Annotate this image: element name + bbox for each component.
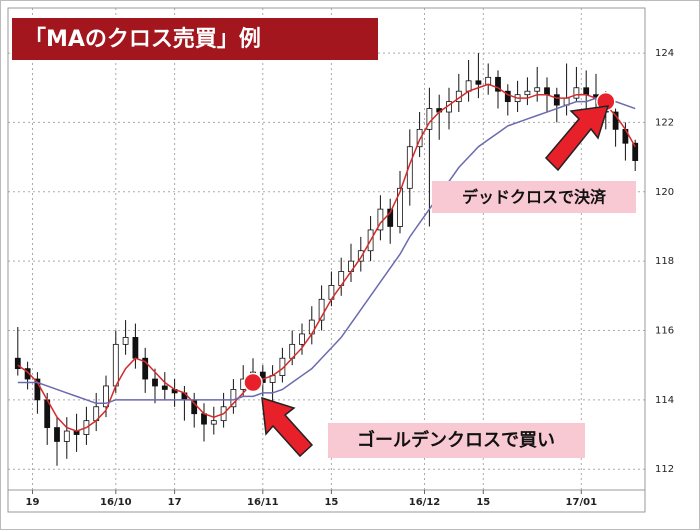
candle-body — [632, 142, 639, 161]
candle-body — [112, 343, 119, 387]
y-tick-label: 114 — [655, 395, 674, 406]
candle-body — [553, 94, 560, 106]
candle-body — [387, 208, 394, 227]
candle-body — [397, 187, 403, 227]
candle-body — [357, 250, 364, 262]
cross-marker — [243, 372, 263, 393]
ma-line — [17, 97, 636, 405]
candle-body — [152, 378, 158, 387]
candle-body — [524, 90, 531, 96]
candle-body — [14, 357, 21, 370]
candle-body — [299, 333, 305, 345]
y-tick-label: 122 — [655, 117, 674, 128]
arrow — [544, 105, 610, 172]
candle-body — [573, 87, 580, 99]
candle-body — [475, 80, 482, 85]
candle-body — [544, 87, 550, 96]
ma-line — [17, 83, 636, 432]
candle-body — [485, 76, 492, 85]
x-tick-label: 16/12 — [409, 497, 441, 508]
candle-body — [612, 111, 619, 130]
y-tick-label: 118 — [655, 256, 674, 267]
y-tick-label: 116 — [655, 325, 674, 336]
x-tick-label: 15 — [476, 497, 490, 508]
candle-body — [495, 76, 501, 92]
candle-body — [406, 146, 413, 189]
candle-body — [54, 427, 60, 442]
candle-body — [416, 128, 423, 148]
candle-body — [132, 337, 139, 359]
x-axis-strip — [7, 489, 646, 513]
annotation: ゴールデンクロスで買い — [357, 429, 555, 451]
annotation: デッドクロスで決済 — [462, 188, 607, 207]
y-tick-label: 120 — [655, 187, 674, 198]
candle-body — [465, 80, 472, 92]
chart-title: 「MAのクロス売買」例 — [24, 26, 261, 52]
x-tick-label: 17/01 — [566, 497, 598, 508]
candle-body — [142, 357, 149, 380]
y-tick-label: 124 — [655, 48, 674, 59]
x-tick-label: 17 — [168, 497, 182, 508]
candle-body — [534, 87, 541, 92]
x-tick-label: 15 — [324, 497, 338, 508]
title-banner — [12, 18, 378, 60]
annotation-box — [328, 423, 585, 458]
x-tick-label: 16/11 — [247, 497, 279, 508]
candle-body — [161, 385, 168, 390]
annotation-box — [432, 181, 636, 213]
arrow — [261, 396, 314, 458]
candle-body — [34, 378, 41, 401]
candle-body — [230, 389, 237, 408]
x-tick-label: 16/10 — [100, 497, 132, 508]
candle-body — [63, 430, 70, 442]
candle-body — [504, 90, 511, 103]
candle-body — [583, 87, 590, 96]
candle-body — [103, 385, 109, 408]
candle-body — [210, 420, 217, 425]
y-tick-label: 112 — [655, 464, 674, 475]
candle-body — [318, 298, 325, 321]
candle-body — [201, 413, 207, 425]
candle-body — [122, 337, 129, 345]
x-tick-label: 19 — [26, 497, 40, 508]
